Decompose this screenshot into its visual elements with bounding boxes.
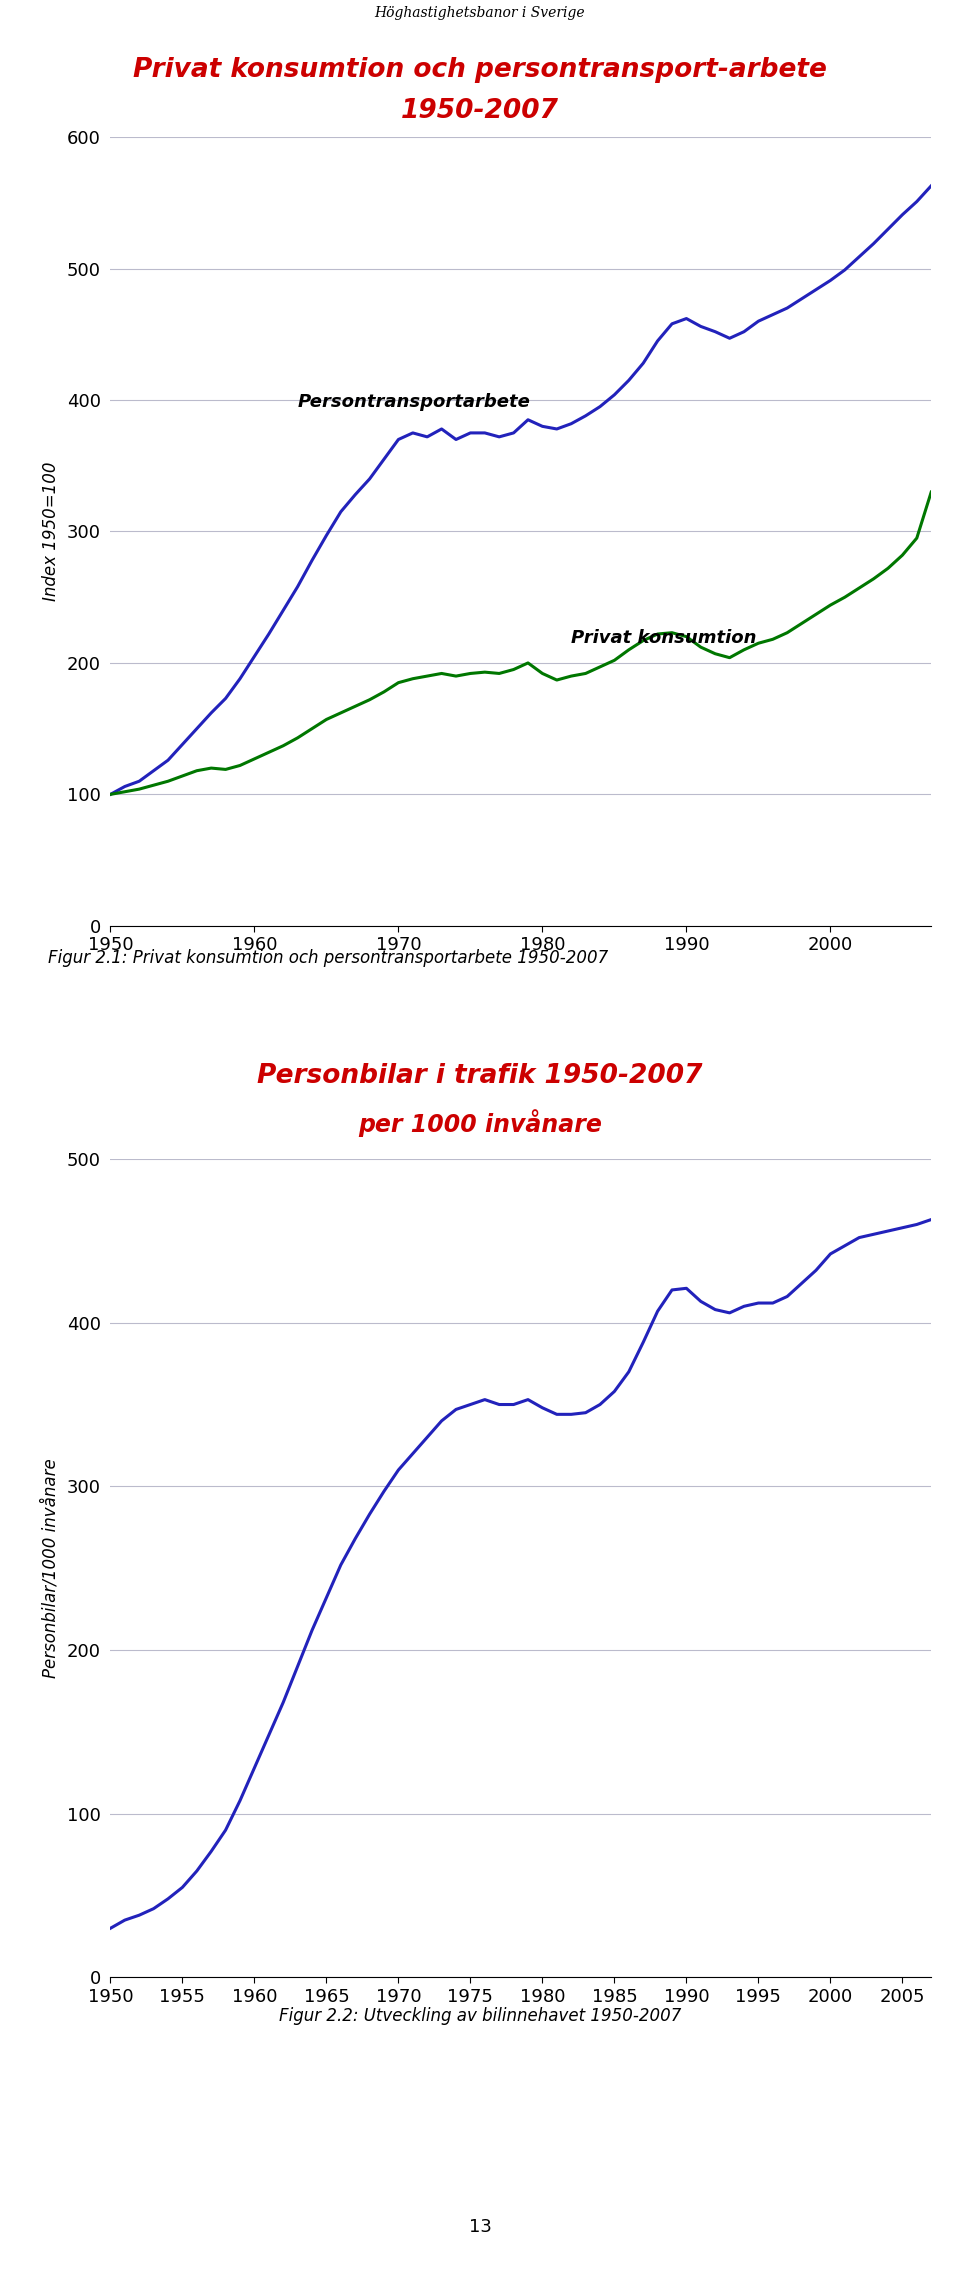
Text: Figur 2.2: Utveckling av bilinnehavet 1950-2007: Figur 2.2: Utveckling av bilinnehavet 19… <box>278 2007 682 2025</box>
Text: 1950-2007: 1950-2007 <box>401 98 559 123</box>
Text: Höghastighetsbanor i Sverige: Höghastighetsbanor i Sverige <box>374 5 586 21</box>
Text: Figur 2.1: Privat konsumtion och persontransportarbete 1950-2007: Figur 2.1: Privat konsumtion och persont… <box>48 949 609 967</box>
Text: 13: 13 <box>468 2217 492 2236</box>
Text: per 1000 invånare: per 1000 invånare <box>358 1109 602 1136</box>
Text: Privat konsumtion: Privat konsumtion <box>571 629 756 647</box>
Text: Personbilar i trafik 1950-2007: Personbilar i trafik 1950-2007 <box>257 1063 703 1088</box>
Text: Privat konsumtion och persontransport-arbete: Privat konsumtion och persontransport-ar… <box>133 57 827 82</box>
Y-axis label: Index 1950=100: Index 1950=100 <box>41 462 60 601</box>
Y-axis label: Personbilar/1000 invånare: Personbilar/1000 invånare <box>41 1458 60 1678</box>
Text: Persontransportarbete: Persontransportarbete <box>298 393 531 411</box>
